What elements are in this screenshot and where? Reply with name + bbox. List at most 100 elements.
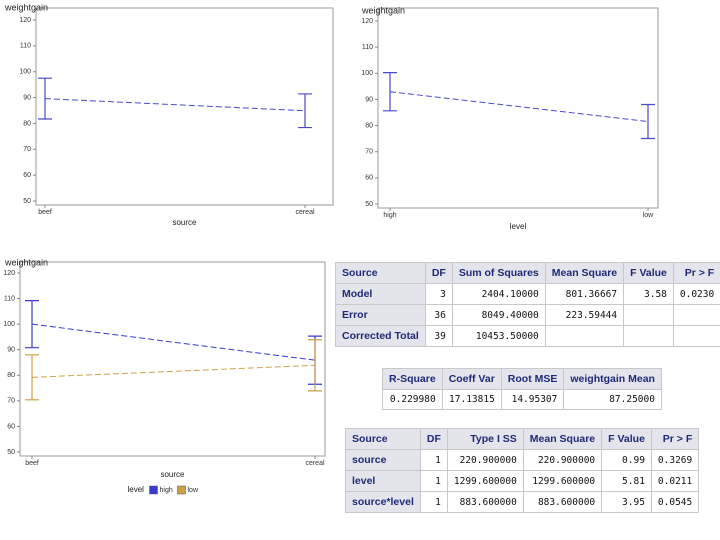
column-header: Sum of Squares — [451, 262, 546, 284]
table-cell: 0.0230 — [672, 283, 720, 305]
table-cell: 0.99 — [601, 449, 652, 471]
row-header: Corrected Total — [335, 325, 426, 347]
y-tick-label: 100 — [3, 321, 15, 328]
y-tick-label: 120 — [3, 270, 15, 277]
mean-line — [31, 323, 316, 361]
row-header: level — [345, 470, 421, 492]
error-bar — [641, 103, 655, 140]
table-cell — [672, 325, 720, 347]
table-cell: 883.600000 — [522, 491, 603, 513]
mean-line — [389, 91, 649, 123]
table-cell: 1299.600000 — [522, 470, 603, 492]
x-tick-label: low — [643, 212, 654, 219]
x-axis-label: source — [172, 218, 197, 227]
stats-table: R-Square Coeff Var Root MSE weightgain Mean… — [382, 368, 662, 410]
table-cell: 10453.50000 — [451, 325, 546, 347]
column-header: Pr > F — [672, 262, 720, 284]
y-tick-label: 60 — [365, 175, 373, 182]
table-cell: 2404.10000 — [451, 283, 546, 305]
error-bar — [298, 93, 312, 129]
table-cell: 39 — [424, 325, 453, 347]
column-header: R-Square — [382, 368, 443, 390]
table-row: Error 36 8049.40000 223.59444 — [335, 304, 720, 326]
y-tick-label: 120 — [361, 18, 373, 25]
mean-line — [44, 98, 306, 112]
row-header: source*level — [345, 491, 421, 513]
stats-table: Source DF Sum of Squares Mean Square F Value… — [335, 262, 720, 347]
table-row: level 1 1299.600000 1299.600000 5.81 0.0211 — [345, 470, 700, 492]
column-header: Mean Square — [544, 262, 625, 284]
y-tick-label: 70 — [23, 146, 31, 153]
column-header: F Value — [601, 428, 652, 450]
y-tick-label: 50 — [365, 201, 373, 208]
legend-label: low — [188, 487, 199, 494]
y-tick-label: 90 — [365, 96, 373, 103]
column-header: Coeff Var — [441, 368, 502, 390]
y-tick-label: 60 — [23, 172, 31, 179]
table-cell: 8049.40000 — [451, 304, 546, 326]
table-cell: 87.25000 — [563, 389, 662, 410]
table-cell: 1299.600000 — [446, 470, 524, 492]
table-row: source 1 220.900000 220.900000 0.99 0.3269 — [345, 449, 700, 471]
y-tick-label: 50 — [23, 198, 31, 205]
header-row: Source DF Sum of Squares Mean Square F Value… — [335, 262, 720, 284]
x-tick-label: high — [383, 212, 396, 219]
table-cell: 5.81 — [601, 470, 652, 492]
table-row: Model 3 2404.10000 801.36667 3.58 0.0230 — [335, 283, 720, 305]
table-row: source*level 1 883.600000 883.600000 3.95 0.0… — [345, 491, 700, 513]
column-header: Source — [335, 262, 426, 284]
table-cell: 220.900000 — [522, 449, 603, 471]
y-tick-label: 90 — [23, 94, 31, 101]
column-header: weightgain Mean — [563, 368, 662, 390]
column-header: Type I SS — [446, 428, 524, 450]
chart-title: weightgain — [4, 257, 48, 267]
table-cell — [623, 325, 674, 347]
y-tick-label: 50 — [7, 449, 15, 456]
table-cell: 220.900000 — [446, 449, 524, 471]
mean-line — [31, 364, 316, 378]
row-header: Model — [335, 283, 426, 305]
header-row: Source DF Type I SS Mean Square F Value Pr > … — [345, 428, 700, 450]
table-cell — [672, 304, 720, 326]
table-cell: 1 — [419, 470, 448, 492]
table-cell — [544, 325, 625, 347]
x-axis-label: source — [160, 470, 185, 479]
legend-swatch — [177, 485, 186, 495]
y-tick-label: 60 — [7, 423, 15, 430]
y-tick-label: 110 — [362, 44, 373, 51]
error-bar — [308, 339, 322, 392]
plot-frame — [19, 261, 326, 457]
y-tick-label: 110 — [20, 43, 31, 50]
table-cell: 1 — [419, 449, 448, 471]
error-bar — [38, 77, 52, 120]
chart-title: weightgain — [361, 5, 405, 15]
table-cell: 801.36667 — [544, 283, 625, 305]
table-cell: 1 — [419, 491, 448, 513]
column-header: DF — [424, 262, 453, 284]
table-cell: 0.3269 — [650, 449, 700, 471]
y-tick-label: 80 — [7, 372, 15, 379]
error-bar — [383, 72, 397, 112]
y-tick-label: 70 — [7, 398, 15, 405]
plot-frame — [35, 7, 334, 206]
legend-swatch — [149, 485, 158, 495]
column-header: DF — [419, 428, 448, 450]
y-tick-label: 90 — [7, 347, 15, 354]
table-cell: 3 — [424, 283, 453, 305]
table-cell: 0.0545 — [650, 491, 700, 513]
error-bar — [25, 300, 39, 349]
legend-label: high — [160, 487, 173, 494]
chart-title: weightgain — [4, 2, 48, 12]
y-tick-label: 120 — [19, 17, 31, 24]
table-cell: 0.0211 — [650, 470, 700, 492]
table-row: 0.229980 17.13815 14.95307 87.25000 — [382, 389, 662, 410]
x-tick-label: cereal — [305, 460, 325, 467]
column-header: Source — [345, 428, 421, 450]
column-header: Mean Square — [522, 428, 603, 450]
table-cell: 3.95 — [601, 491, 652, 513]
x-axis-label: level — [510, 222, 527, 231]
error-bar — [25, 354, 39, 401]
column-header: Root MSE — [500, 368, 565, 390]
